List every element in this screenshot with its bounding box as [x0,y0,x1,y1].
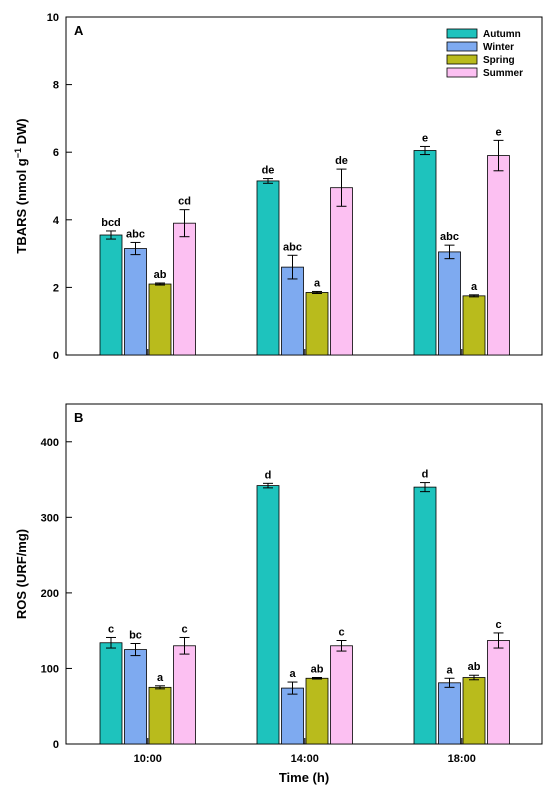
panel-a-ytick-label: 6 [53,147,59,159]
panel-b-significance-label: ab [468,661,481,673]
panel-a-xticks [147,349,463,355]
panel-b-bar-winter-1800 [438,682,461,745]
panel-a-plot-frame [65,16,543,356]
panel-a-y-axis-label: TBARS (nmol g−1 DW) [13,118,29,253]
panel-a-ytick-label: 0 [53,350,59,362]
legend-label-spring: Spring [483,55,515,66]
panel-a-ytick-label: 2 [53,282,59,294]
panel-a-bar-summer-1400 [330,187,353,356]
panel-b-significance-label: c [338,626,344,638]
panel-a-yticks: 0 2 4 6 8 10 [47,12,72,362]
panel-b-ytick-label: 0 [53,739,59,751]
panel-b-bar-spring-1400 [305,677,329,745]
panel-a-bar-spring-1000 [148,283,172,356]
panel-b-xtick-label: 14:00 [291,753,319,765]
panel-b-bar-summer-1000 [173,645,196,745]
panel-a-bar-autumn-1800 [413,150,437,356]
panel-a-significance-label: ab [154,269,167,281]
legend-swatch-spring [446,54,478,65]
panel-b-y-axis-label: ROS (URF/mg) [14,529,29,619]
panel-a-ytick-label: 10 [47,12,59,24]
panel-a-bar-autumn-1400 [256,180,280,356]
panel-b: B c bc a c d a ab c d a ab c 0 100 200 300 400 10:00 14:… [14,403,543,785]
panel-a-ytick-label: 4 [53,215,60,227]
panel-a-significance-label: de [335,155,348,167]
panel-a-significance-label: a [471,281,478,293]
panel-b-bar-spring-1000 [148,686,172,745]
legend-swatch-winter [446,41,478,52]
panel-a-bar-summer-1000 [173,222,196,356]
panel-b-xtick-label: 10:00 [134,753,162,765]
panel-b-significance-label: a [446,664,453,676]
panel-a-bar-winter-1800 [438,251,461,356]
legend-label-winter: Winter [483,42,514,53]
panel-a-significance-label: de [262,165,275,177]
legend-swatch-autumn [446,28,478,39]
panel-b-significance-label: bc [129,630,142,642]
panel-a-bar-spring-1400 [305,292,329,356]
panel-b-significance-label: c [181,623,187,635]
panel-b-bar-winter-1000 [124,649,147,745]
panel-b-significance-label: ab [311,664,324,676]
panel-a-bar-autumn-1000 [99,234,123,356]
panel-b-xticks: 10:00 14:00 18:00 [134,738,476,765]
panel-a-significance-label: abc [126,228,145,240]
panel-b-yticks: 0 100 200 300 400 [41,437,72,751]
panel-a-label: A [74,23,84,38]
panel-b-bar-summer-1800 [487,640,510,745]
panel-a-bar-summer-1800 [487,155,510,356]
panel-b-ytick-label: 400 [41,437,59,449]
legend-swatch-summer [446,67,478,78]
panel-a-significance-label: e [495,126,501,138]
panel-b-bar-spring-1800 [462,677,486,745]
panel-a-significance-label: abc [283,241,302,253]
panel-b-significance-label: a [289,668,296,680]
x-axis-label: Time (h) [279,770,329,785]
panel-a-significance-label: cd [178,196,191,208]
legend: Autumn Winter Spring Summer [446,28,523,79]
panel-b-label: B [74,410,83,425]
panel-b-significance-label: c [495,619,501,631]
panel-a-significance-label: a [314,277,321,289]
panel-b-bar-autumn-1800 [413,486,437,745]
panel-b-bar-autumn-1000 [99,642,123,745]
panel-b-xtick-label: 18:00 [448,753,476,765]
panel-b-significance-label: d [265,469,272,481]
panel-b-ytick-label: 100 [41,663,59,675]
panel-a-bar-spring-1800 [462,295,486,356]
panel-b-ytick-label: 300 [41,512,59,524]
panel-a-bar-winter-1400 [281,266,304,356]
panel-b-plot-frame [65,403,543,745]
panel-a-significance-label: bcd [101,217,121,229]
legend-label-summer: Summer [483,68,523,79]
panel-b-bar-winter-1400 [281,687,304,745]
panel-b-bar-summer-1400 [330,645,353,745]
panel-b-significance-label: c [108,623,114,635]
legend-label-autumn: Autumn [483,29,521,40]
panel-b-ytick-label: 200 [41,588,59,600]
panel-b-significance-label: d [422,469,429,481]
panel-a-bar-winter-1000 [124,248,147,356]
panel-b-bars: c bc a c d a ab c d a ab c [99,469,510,745]
panel-b-significance-label: a [157,672,164,684]
panel-a-significance-label: abc [440,231,459,243]
panel-b-bar-autumn-1400 [256,485,280,745]
panel-a-ytick-label: 8 [53,80,59,92]
panel-a-significance-label: e [422,132,428,144]
